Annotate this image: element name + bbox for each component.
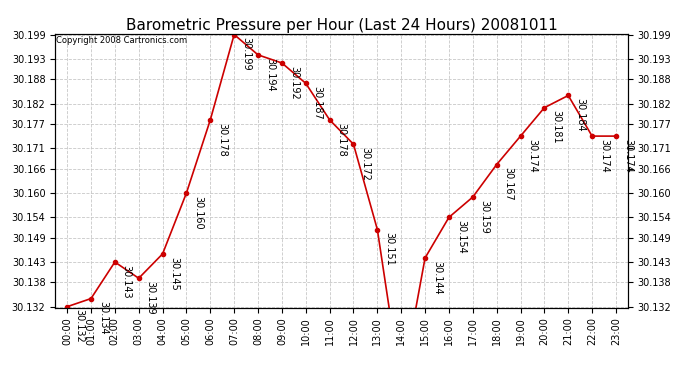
Text: 30.174: 30.174	[527, 139, 538, 172]
Title: Barometric Pressure per Hour (Last 24 Hours) 20081011: Barometric Pressure per Hour (Last 24 Ho…	[126, 18, 558, 33]
Text: 30.184: 30.184	[575, 98, 585, 132]
Text: 30.139: 30.139	[146, 281, 156, 315]
Text: 30.181: 30.181	[551, 111, 562, 144]
Text: 30.194: 30.194	[265, 58, 275, 91]
Text: 30.192: 30.192	[289, 66, 299, 99]
Text: 30.160: 30.160	[193, 196, 204, 230]
Text: Copyright 2008 Cartronics.com: Copyright 2008 Cartronics.com	[57, 36, 188, 45]
Text: 30.167: 30.167	[504, 167, 513, 201]
Text: 30.143: 30.143	[122, 265, 132, 298]
Text: 30.154: 30.154	[456, 220, 466, 254]
Text: 30.151: 30.151	[384, 232, 394, 266]
Text: 30.199: 30.199	[241, 38, 251, 71]
Text: 30.145: 30.145	[170, 256, 179, 290]
Text: 30.174: 30.174	[623, 139, 633, 172]
Text: 30.174: 30.174	[599, 139, 609, 172]
Text: 30.132: 30.132	[74, 309, 84, 343]
Text: 30.187: 30.187	[313, 86, 323, 120]
Text: 30.134: 30.134	[98, 302, 108, 335]
Text: 30.178: 30.178	[217, 123, 227, 156]
Text: 30.112: 30.112	[0, 374, 1, 375]
Text: 30.172: 30.172	[360, 147, 371, 181]
Text: 30.159: 30.159	[480, 200, 490, 234]
Text: 30.178: 30.178	[337, 123, 346, 156]
Text: 30.144: 30.144	[432, 261, 442, 294]
